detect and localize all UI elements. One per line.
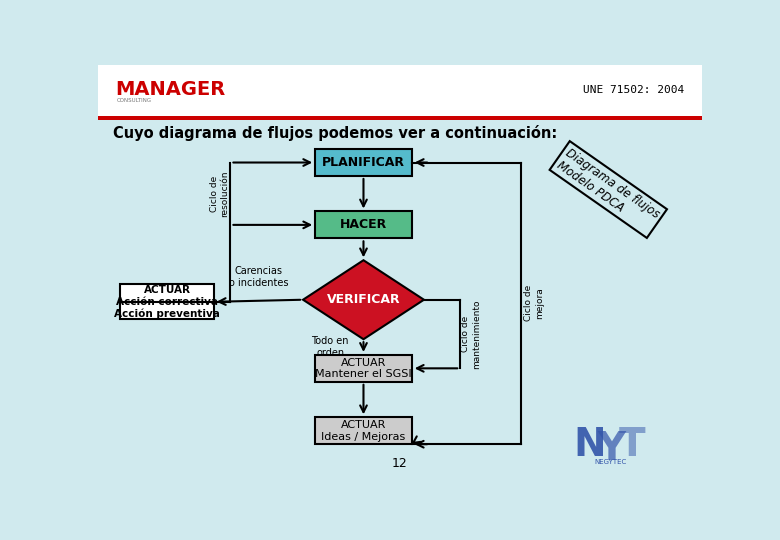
Bar xyxy=(315,417,412,444)
Text: T: T xyxy=(619,426,646,464)
Bar xyxy=(120,284,214,320)
Text: ACTUAR
Ideas / Mejoras: ACTUAR Ideas / Mejoras xyxy=(321,420,406,442)
Text: Carencias
o incidentes: Carencias o incidentes xyxy=(229,266,288,288)
Text: Todo en
orden: Todo en orden xyxy=(311,336,349,358)
Bar xyxy=(315,211,412,238)
Text: 12: 12 xyxy=(392,457,408,470)
Text: Ciclo de
mantenimiento: Ciclo de mantenimiento xyxy=(462,299,480,369)
Text: Ciclo de
resolución: Ciclo de resolución xyxy=(210,171,229,217)
Text: N: N xyxy=(574,426,607,464)
Text: MANAGER: MANAGER xyxy=(115,80,226,99)
Text: PLANIFICAR: PLANIFICAR xyxy=(322,156,405,169)
Text: Y: Y xyxy=(597,430,626,468)
Text: Cuyo diagrama de flujos podemos ver a continuación:: Cuyo diagrama de flujos podemos ver a co… xyxy=(112,125,557,141)
Bar xyxy=(98,116,702,120)
Text: HACER: HACER xyxy=(340,218,387,231)
Text: UNE 71502: 2004: UNE 71502: 2004 xyxy=(583,85,684,94)
Bar xyxy=(315,355,412,382)
Bar xyxy=(98,65,702,117)
Text: NEGYTEC: NEGYTEC xyxy=(594,459,626,465)
Text: VERIFICAR: VERIFICAR xyxy=(327,293,400,306)
Text: ACTUAR
Acción correctiva
Acción preventiva: ACTUAR Acción correctiva Acción preventi… xyxy=(114,285,220,319)
Text: CONSULTING: CONSULTING xyxy=(117,98,152,104)
Polygon shape xyxy=(303,260,424,339)
Text: Ciclo de
mejora: Ciclo de mejora xyxy=(524,285,544,321)
Bar xyxy=(315,149,412,176)
Text: ACTUAR
Mantener el SGSI: ACTUAR Mantener el SGSI xyxy=(315,357,412,379)
Text: Diagrama de flujos
Modelo PDCA: Diagrama de flujos Modelo PDCA xyxy=(555,146,662,233)
